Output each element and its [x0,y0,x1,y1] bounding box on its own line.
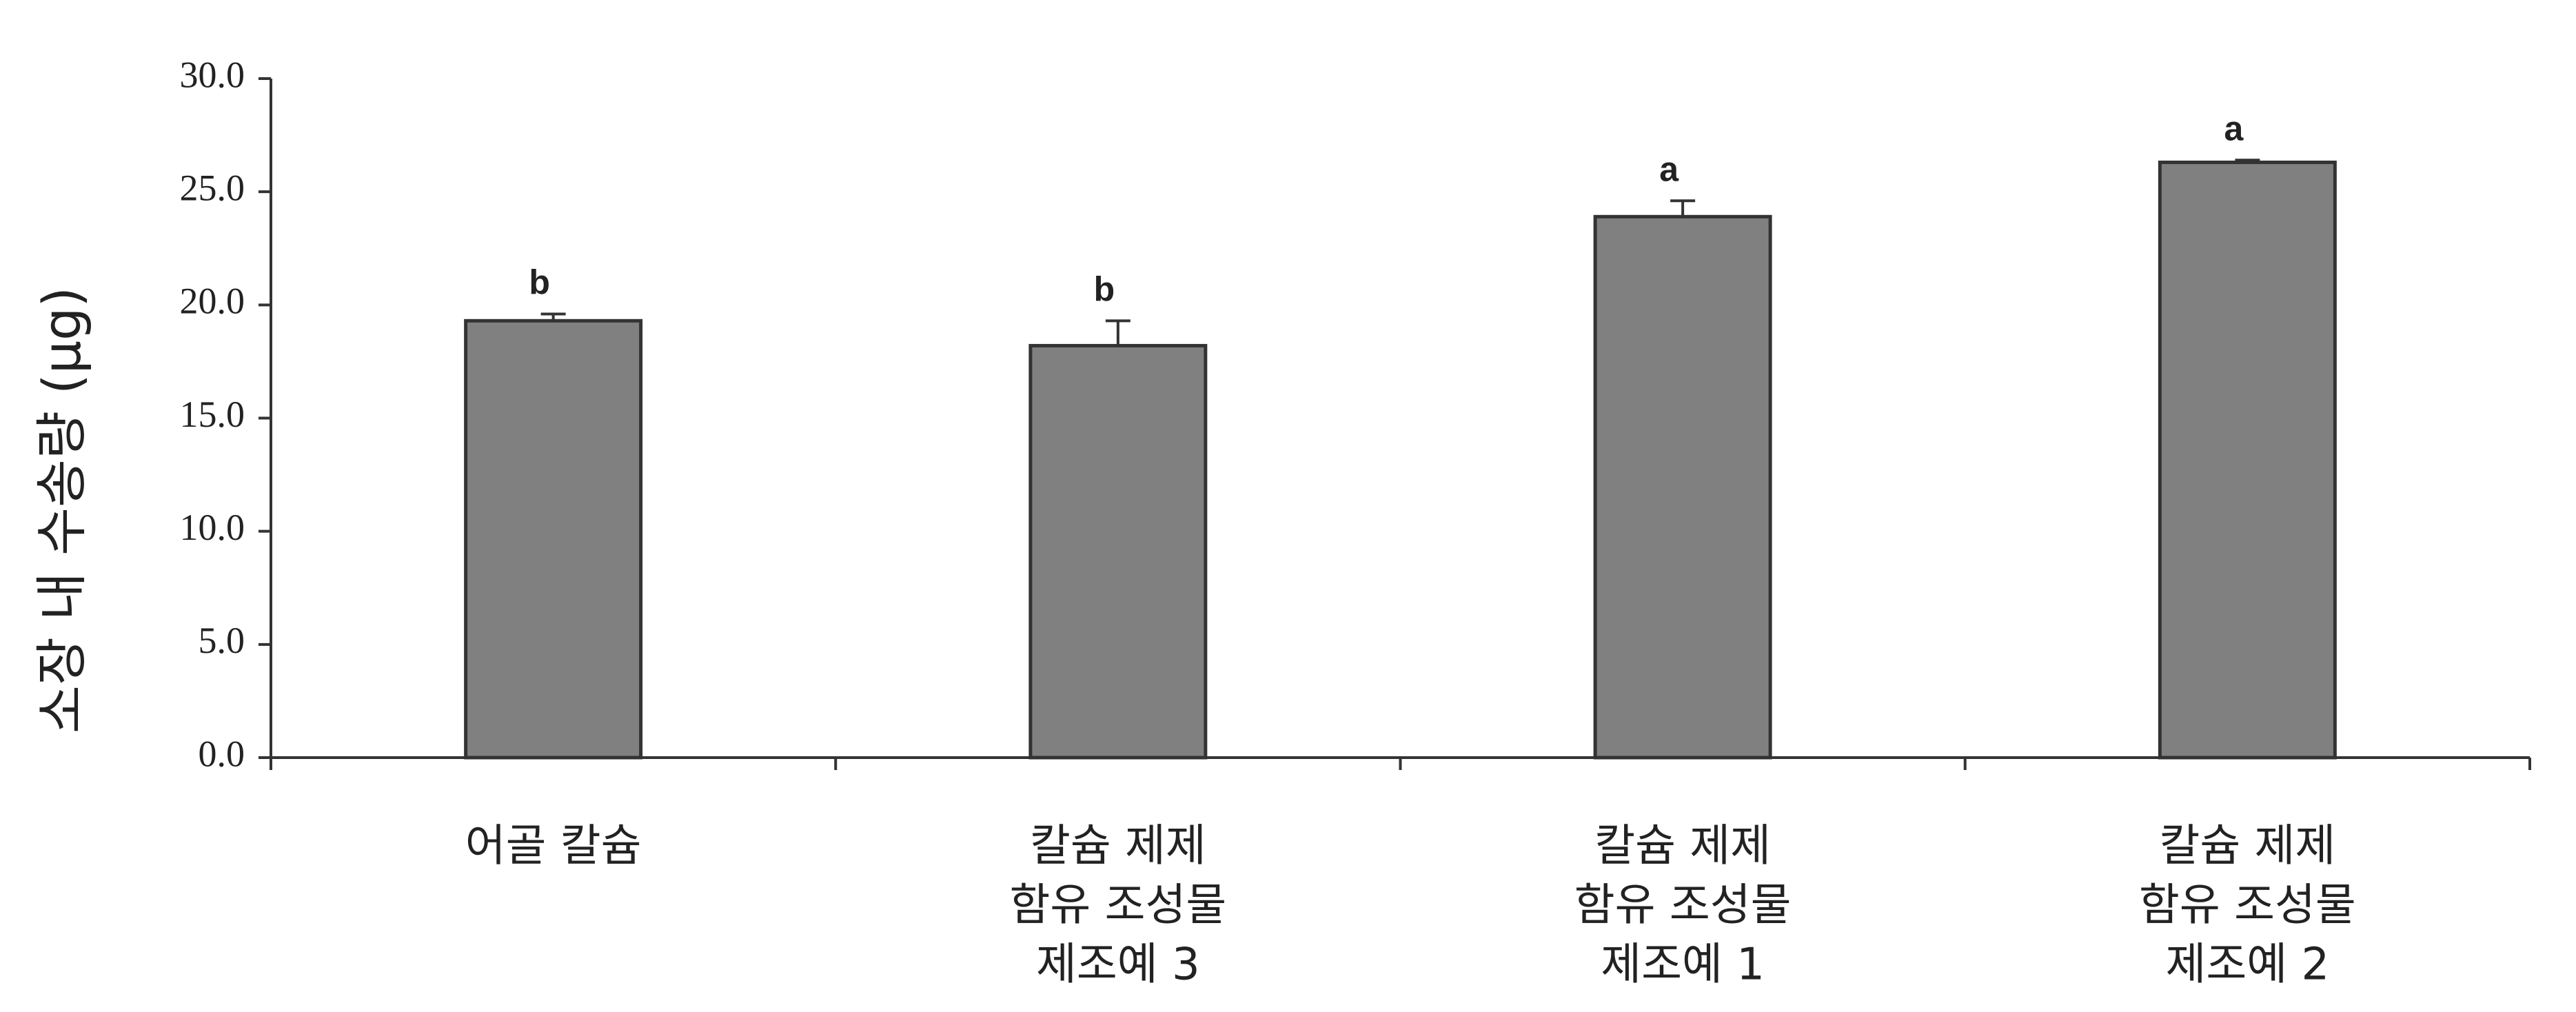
x-tick-label: 어골 칼슘 [465,821,642,872]
bar [1028,343,1208,760]
y-tick-label: 30.0 [180,54,245,95]
error-bar [1670,199,1696,217]
x-tick-label: 제조예 3 [1036,940,1200,991]
y-tick-label: 20.0 [180,281,245,322]
y-tick-label: 5.0 [199,620,245,661]
y-axis-label: 소장 내 수송량 (μg) [31,287,92,733]
y-tick-label: 15.0 [180,394,245,435]
error-bar [540,312,566,321]
x-tick-label: 함유 조성물 [2139,880,2356,931]
x-tick-label: 제조예 2 [2166,940,2330,991]
bar [1593,214,1772,760]
bar [464,318,643,760]
x-tick-label: 칼슘 제제 [1030,821,1206,872]
annotation: b [529,263,550,302]
x-tick-label: 칼슘 제제 [1594,821,1771,872]
error-bar [1105,319,1130,346]
y-tick-label: 25.0 [180,168,245,209]
x-tick-label: 칼슘 제제 [2159,821,2335,872]
x-tick-label: 함유 조성물 [1010,880,1227,931]
x-tick-label: 제조예 1 [1601,940,1765,991]
x-tick-label: 함유 조성물 [1574,880,1792,931]
y-tick-label: 0.0 [199,733,245,774]
annotation: b [1094,270,1115,309]
error-bar [2235,159,2260,163]
y-tick-label: 10.0 [180,507,245,548]
bar [2158,160,2337,760]
annotation: a [2224,109,2244,148]
annotation: a [1659,150,1679,189]
